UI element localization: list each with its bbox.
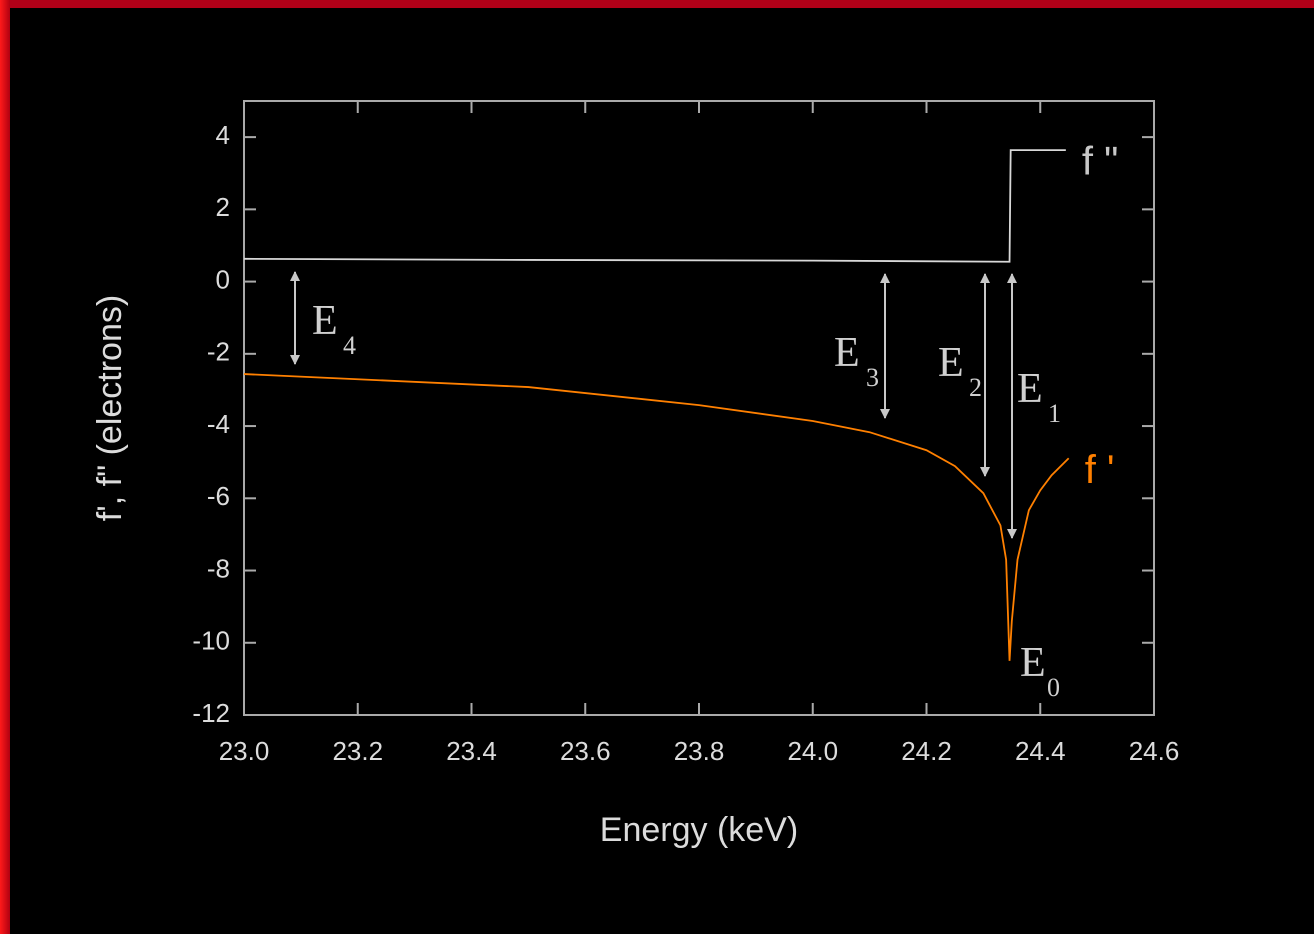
y-tick-label: -2 [207,337,230,367]
y-tick-label: 4 [216,120,230,150]
y-tick-label: 2 [216,192,230,222]
annotation: E [834,330,860,376]
x-tick-label: 23.8 [674,736,725,766]
annotation: E [1020,640,1046,686]
y-tick-label: -6 [207,481,230,511]
annotation: E [938,340,964,386]
annotation-sub: 2 [969,373,982,402]
series-label: f ' [1085,448,1115,492]
x-tick-label: 24.6 [1129,736,1180,766]
series-line [243,373,1070,661]
annotation-sub: 0 [1047,673,1060,702]
annotation-sub: 1 [1048,399,1061,428]
x-tick-label: 23.6 [560,736,611,766]
top-border [0,0,1314,8]
x-tick-label: 24.0 [787,736,838,766]
series-label: f " [1082,140,1118,184]
x-tick-label: 23.0 [219,736,270,766]
annotation: E [1017,366,1043,412]
annotation-sub: 4 [343,331,356,360]
x-tick-label: 23.2 [332,736,383,766]
y-tick-label: -12 [192,698,230,728]
x-tick-label: 24.4 [1015,736,1066,766]
y-tick-label: -4 [207,409,230,439]
y-tick-label: -10 [192,626,230,656]
y-tick-label: 0 [216,264,230,294]
y-axis-title: f', f" (electrons) [91,295,129,521]
annotation: E [312,298,338,344]
x-tick-label: 23.4 [446,736,497,766]
left-border [0,0,10,934]
x-axis-title: Energy (keV) [600,811,798,849]
annotation-sub: 3 [866,363,879,392]
x-tick-label: 24.2 [901,736,952,766]
y-tick-label: -8 [207,553,230,583]
series-line [243,149,1066,263]
